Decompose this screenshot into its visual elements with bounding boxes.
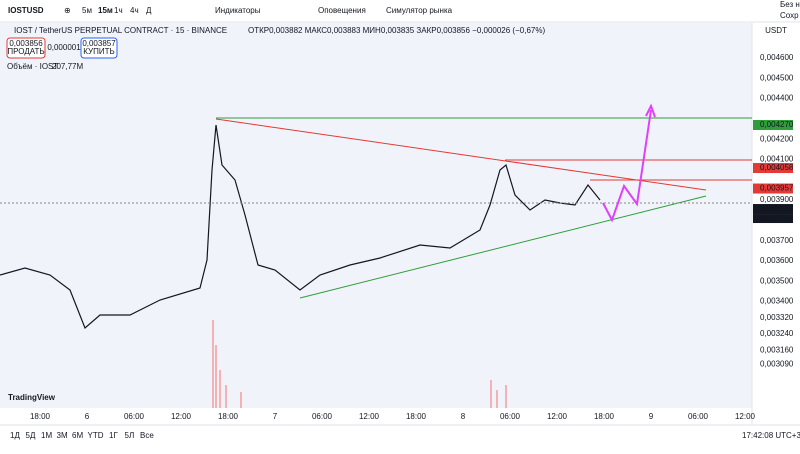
sell: ПРОДАТЬ [7,47,44,56]
volume-bars [212,320,507,408]
logo: TradingView [8,393,56,402]
price-tick-label: 0,003400 [760,297,794,306]
replay[interactable]: Симулятор рынка [386,6,453,15]
range-button[interactable]: 6М [72,431,83,440]
price-tick-label: 0,004500 [760,73,794,82]
price-tick-label: 0,004400 [760,94,794,103]
sell-price: 0,003856 [9,39,43,48]
time-tick-label: 6 [85,412,90,421]
arrow-head [645,103,656,118]
price-badge [753,183,793,194]
range-button[interactable]: 1Д [10,431,20,440]
toolbar-right[interactable]: Без на [780,0,800,9]
range-button[interactable]: 3М [57,431,68,440]
currency[interactable]: USDT [765,26,787,35]
interval[interactable]: 1ч [114,6,123,15]
buy-button[interactable] [80,37,118,59]
toolbar-right[interactable]: Сохр [780,11,799,20]
price-tick-label: 0,003160 [760,345,794,354]
forecast-arrow[interactable] [602,109,652,223]
time-tick-label: 06:00 [688,412,709,421]
trendline-upper[interactable] [215,118,707,191]
price-tick-label: 0,003240 [760,329,794,338]
time-tick-label: 7 [273,412,278,421]
volume-label: Объём · IOST [7,62,58,71]
price-tick-label: 0,003090 [760,360,794,369]
price-tick-label: 0,003320 [760,313,794,322]
ohlc: ОТКР0,003882 МАКС0,003883 МИН0,003835 ЗА… [248,26,545,35]
time-tick-label: 06:00 [124,412,145,421]
spread: 0,000001 [47,43,81,52]
range-button[interactable]: 1Г [109,431,118,440]
price-tick-label: 0,004600 [760,53,794,62]
time-tick-label: 18:00 [406,412,427,421]
time-tick-label: 12:00 [359,412,380,421]
interval[interactable]: Д [146,6,152,15]
toolbar [0,0,800,22]
sell-button[interactable] [6,37,46,59]
symbol[interactable]: IOSTUSD [8,6,44,15]
range-button[interactable]: YTD [88,431,104,440]
range-button[interactable]: 5Л [125,431,135,440]
time-tick-label: 8 [461,412,466,421]
price-badge-label: 0,004270 [760,120,794,129]
countdown-bg [753,214,793,224]
alerts[interactable]: Оповещения [318,6,366,15]
range-button[interactable]: 5Д [26,431,36,440]
range-button[interactable]: 1М [41,431,52,440]
price-line [0,124,601,330]
price-tick-label: 0,003900 [760,195,794,204]
time-tick-label: 18:00 [218,412,239,421]
chart-pane [0,23,752,408]
time-tick-label: 06:00 [312,412,333,421]
trendline-lower[interactable] [299,195,707,299]
time-tick-label: 12:00 [735,412,756,421]
indicators[interactable]: Индикаторы [215,6,261,15]
volume-value: 207,77M [52,62,83,71]
clock: 17:42:08 UTC+3 [742,431,800,440]
time-tick-label: 12:00 [547,412,568,421]
price-badge [753,204,793,215]
buy-price: 0,003857 [82,39,116,48]
price-badge-label: 0,003957 [760,184,794,193]
price-tick-label: 0,004100 [760,155,794,164]
price-badge-label: 0,003856 [760,204,794,213]
time-tick-label: 12:00 [171,412,192,421]
price-badge [753,163,793,174]
price-tick-label: 0,004200 [760,134,794,143]
legend-title: IOST / TetherUS PERPETUAL CONTRACT · 15 … [14,26,227,35]
buy: КУПИТЬ [83,47,114,56]
time-tick-label: 06:00 [500,412,521,421]
interval[interactable]: 4ч [130,6,139,15]
time-tick-label: 9 [649,412,654,421]
price-badge-label: 0,004058 [760,163,794,172]
price-tick-label: 0,003500 [760,276,794,285]
time-tick-label: 18:00 [594,412,615,421]
price-badge [753,119,793,130]
range-button[interactable]: Все [140,431,154,440]
add-symbol[interactable]: ⊕ [64,6,71,15]
price-tick-label: 0,003700 [760,236,794,245]
price-tick-label: 0,003600 [760,256,794,265]
countdown: 02:52 [760,214,781,223]
interval[interactable]: 5м [82,6,92,15]
interval[interactable]: 15м [98,6,113,15]
time-tick-label: 18:00 [30,412,51,421]
